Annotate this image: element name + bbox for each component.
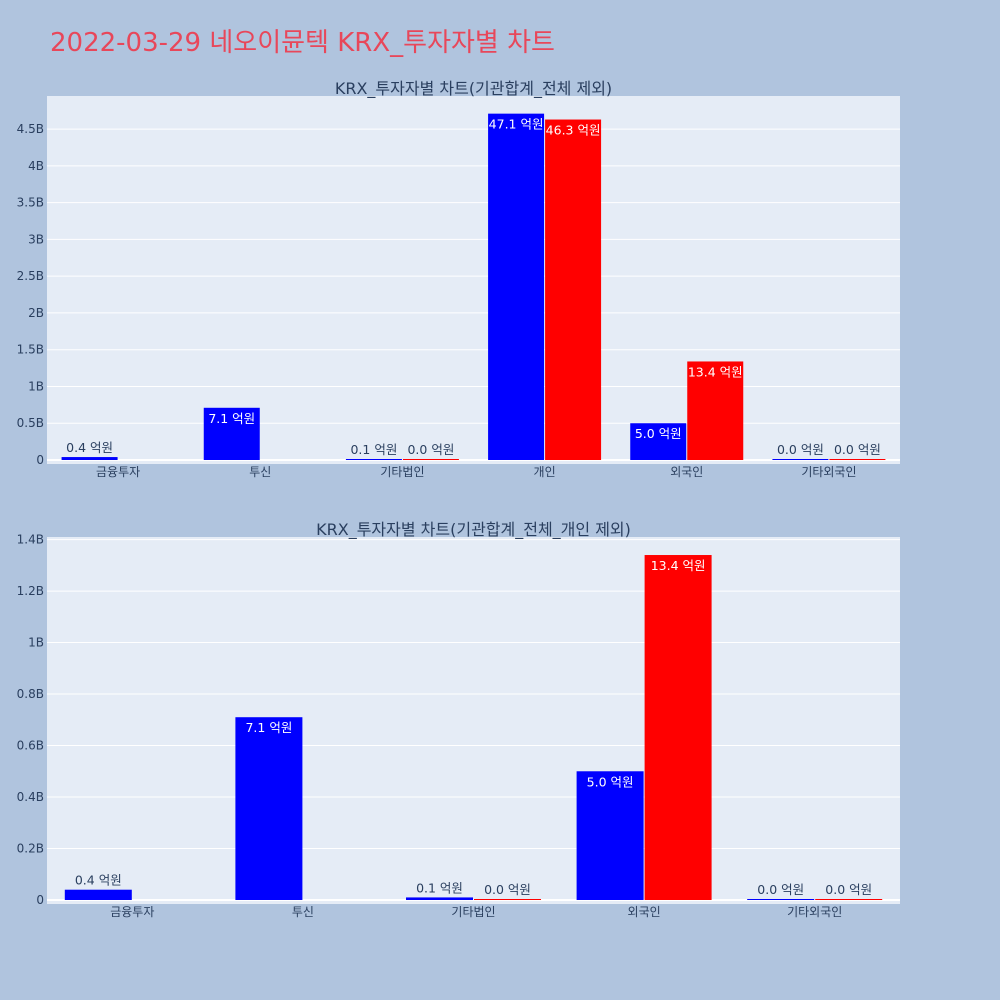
data-label: 7.1 억원 xyxy=(208,411,255,426)
chart-title: KRX_투자자별 차트(기관합계_전체 제외) xyxy=(335,79,612,99)
y-tick-label: 1B xyxy=(28,636,44,650)
y-tick-label: 0.6B xyxy=(17,739,44,753)
chart-title: KRX_투자자별 차트(기관합계_전체_개인 제외) xyxy=(316,520,631,540)
y-tick-label: 2B xyxy=(28,306,44,320)
bar xyxy=(61,457,118,460)
data-label: 47.1 억원 xyxy=(489,117,544,132)
y-tick-label: 0.4B xyxy=(17,790,44,804)
x-tick-label: 투신 xyxy=(292,905,314,919)
bar xyxy=(687,361,744,460)
data-label: 13.4 억원 xyxy=(651,558,706,573)
data-label: 46.3 억원 xyxy=(546,123,601,138)
y-tick-label: 0.2B xyxy=(17,842,44,856)
data-label: 0.0 억원 xyxy=(484,882,531,897)
y-tick-label: 0.8B xyxy=(17,687,44,701)
y-tick-label: 4.5B xyxy=(17,122,44,136)
data-label: 5.0 억원 xyxy=(587,774,634,789)
x-tick-label: 기타법인 xyxy=(380,465,424,479)
bar xyxy=(815,899,883,900)
bar xyxy=(235,717,303,900)
page-title: 2022-03-29 네오이뮨텍 KRX_투자자별 차트 xyxy=(50,28,555,58)
chart-2: 0 0.2B 0.4B 0.6B 0.8B 1B 1.2B 1.4B KRX_투자자별 차트(기… xyxy=(17,520,900,919)
bar xyxy=(345,459,402,460)
data-label: 0.0 억원 xyxy=(407,442,454,457)
bar xyxy=(402,459,459,460)
x-tick-label: 기타외국인 xyxy=(801,465,856,479)
y-tick-label: 1B xyxy=(28,379,44,393)
bar xyxy=(630,423,687,460)
data-label: 0.0 억원 xyxy=(834,442,881,457)
data-label: 0.4 억원 xyxy=(75,873,122,888)
y-tick-label: 2.5B xyxy=(17,269,44,283)
bar xyxy=(406,897,473,900)
bar xyxy=(747,899,815,900)
bar xyxy=(488,113,545,460)
bar xyxy=(829,459,886,460)
x-tick-label: 기타외국인 xyxy=(787,905,842,919)
data-label: 0.1 억원 xyxy=(350,442,397,457)
x-tick-label: 투신 xyxy=(249,465,271,479)
bar xyxy=(644,555,712,900)
y-tick-label: 1.5B xyxy=(17,343,44,357)
x-tick-label: 외국인 xyxy=(628,905,661,919)
chart-1: 0 0.5B 1B 1.5B 2B 2.5B 3B 3.5B 4B 4.5B KRX_투자자별 차트… xyxy=(17,79,900,479)
data-label: 5.0 억원 xyxy=(635,426,682,441)
y-tick-label: 4B xyxy=(28,159,44,173)
bar xyxy=(576,771,644,900)
bar xyxy=(772,459,829,460)
data-label: 0.0 억원 xyxy=(777,442,824,457)
y-tick-label: 1.4B xyxy=(17,533,44,547)
plot-area xyxy=(47,537,900,904)
x-tick-label: 금융투자 xyxy=(96,465,140,479)
data-label: 0.4 억원 xyxy=(66,440,113,455)
bar xyxy=(474,899,541,900)
x-tick-label: 개인 xyxy=(534,465,556,479)
bar xyxy=(545,119,602,460)
data-label: 0.0 억원 xyxy=(757,882,804,897)
plot-area xyxy=(47,96,900,464)
data-label: 0.0 억원 xyxy=(825,882,872,897)
y-tick-label: 3.5B xyxy=(17,196,44,210)
x-tick-label: 금융투자 xyxy=(110,905,154,919)
bar xyxy=(64,889,132,900)
y-tick-label: 0 xyxy=(36,893,44,907)
x-tick-label: 외국인 xyxy=(670,465,703,479)
y-tick-label: 3B xyxy=(28,232,44,246)
x-tick-label: 기타법인 xyxy=(451,905,495,919)
y-tick-label: 0.5B xyxy=(17,416,44,430)
y-tick-label: 1.2B xyxy=(17,584,44,598)
y-tick-label: 0 xyxy=(36,453,44,467)
bar xyxy=(203,407,260,460)
data-label: 13.4 억원 xyxy=(688,364,743,379)
data-label: 7.1 억원 xyxy=(245,720,292,735)
data-label: 0.1 억원 xyxy=(416,880,463,895)
